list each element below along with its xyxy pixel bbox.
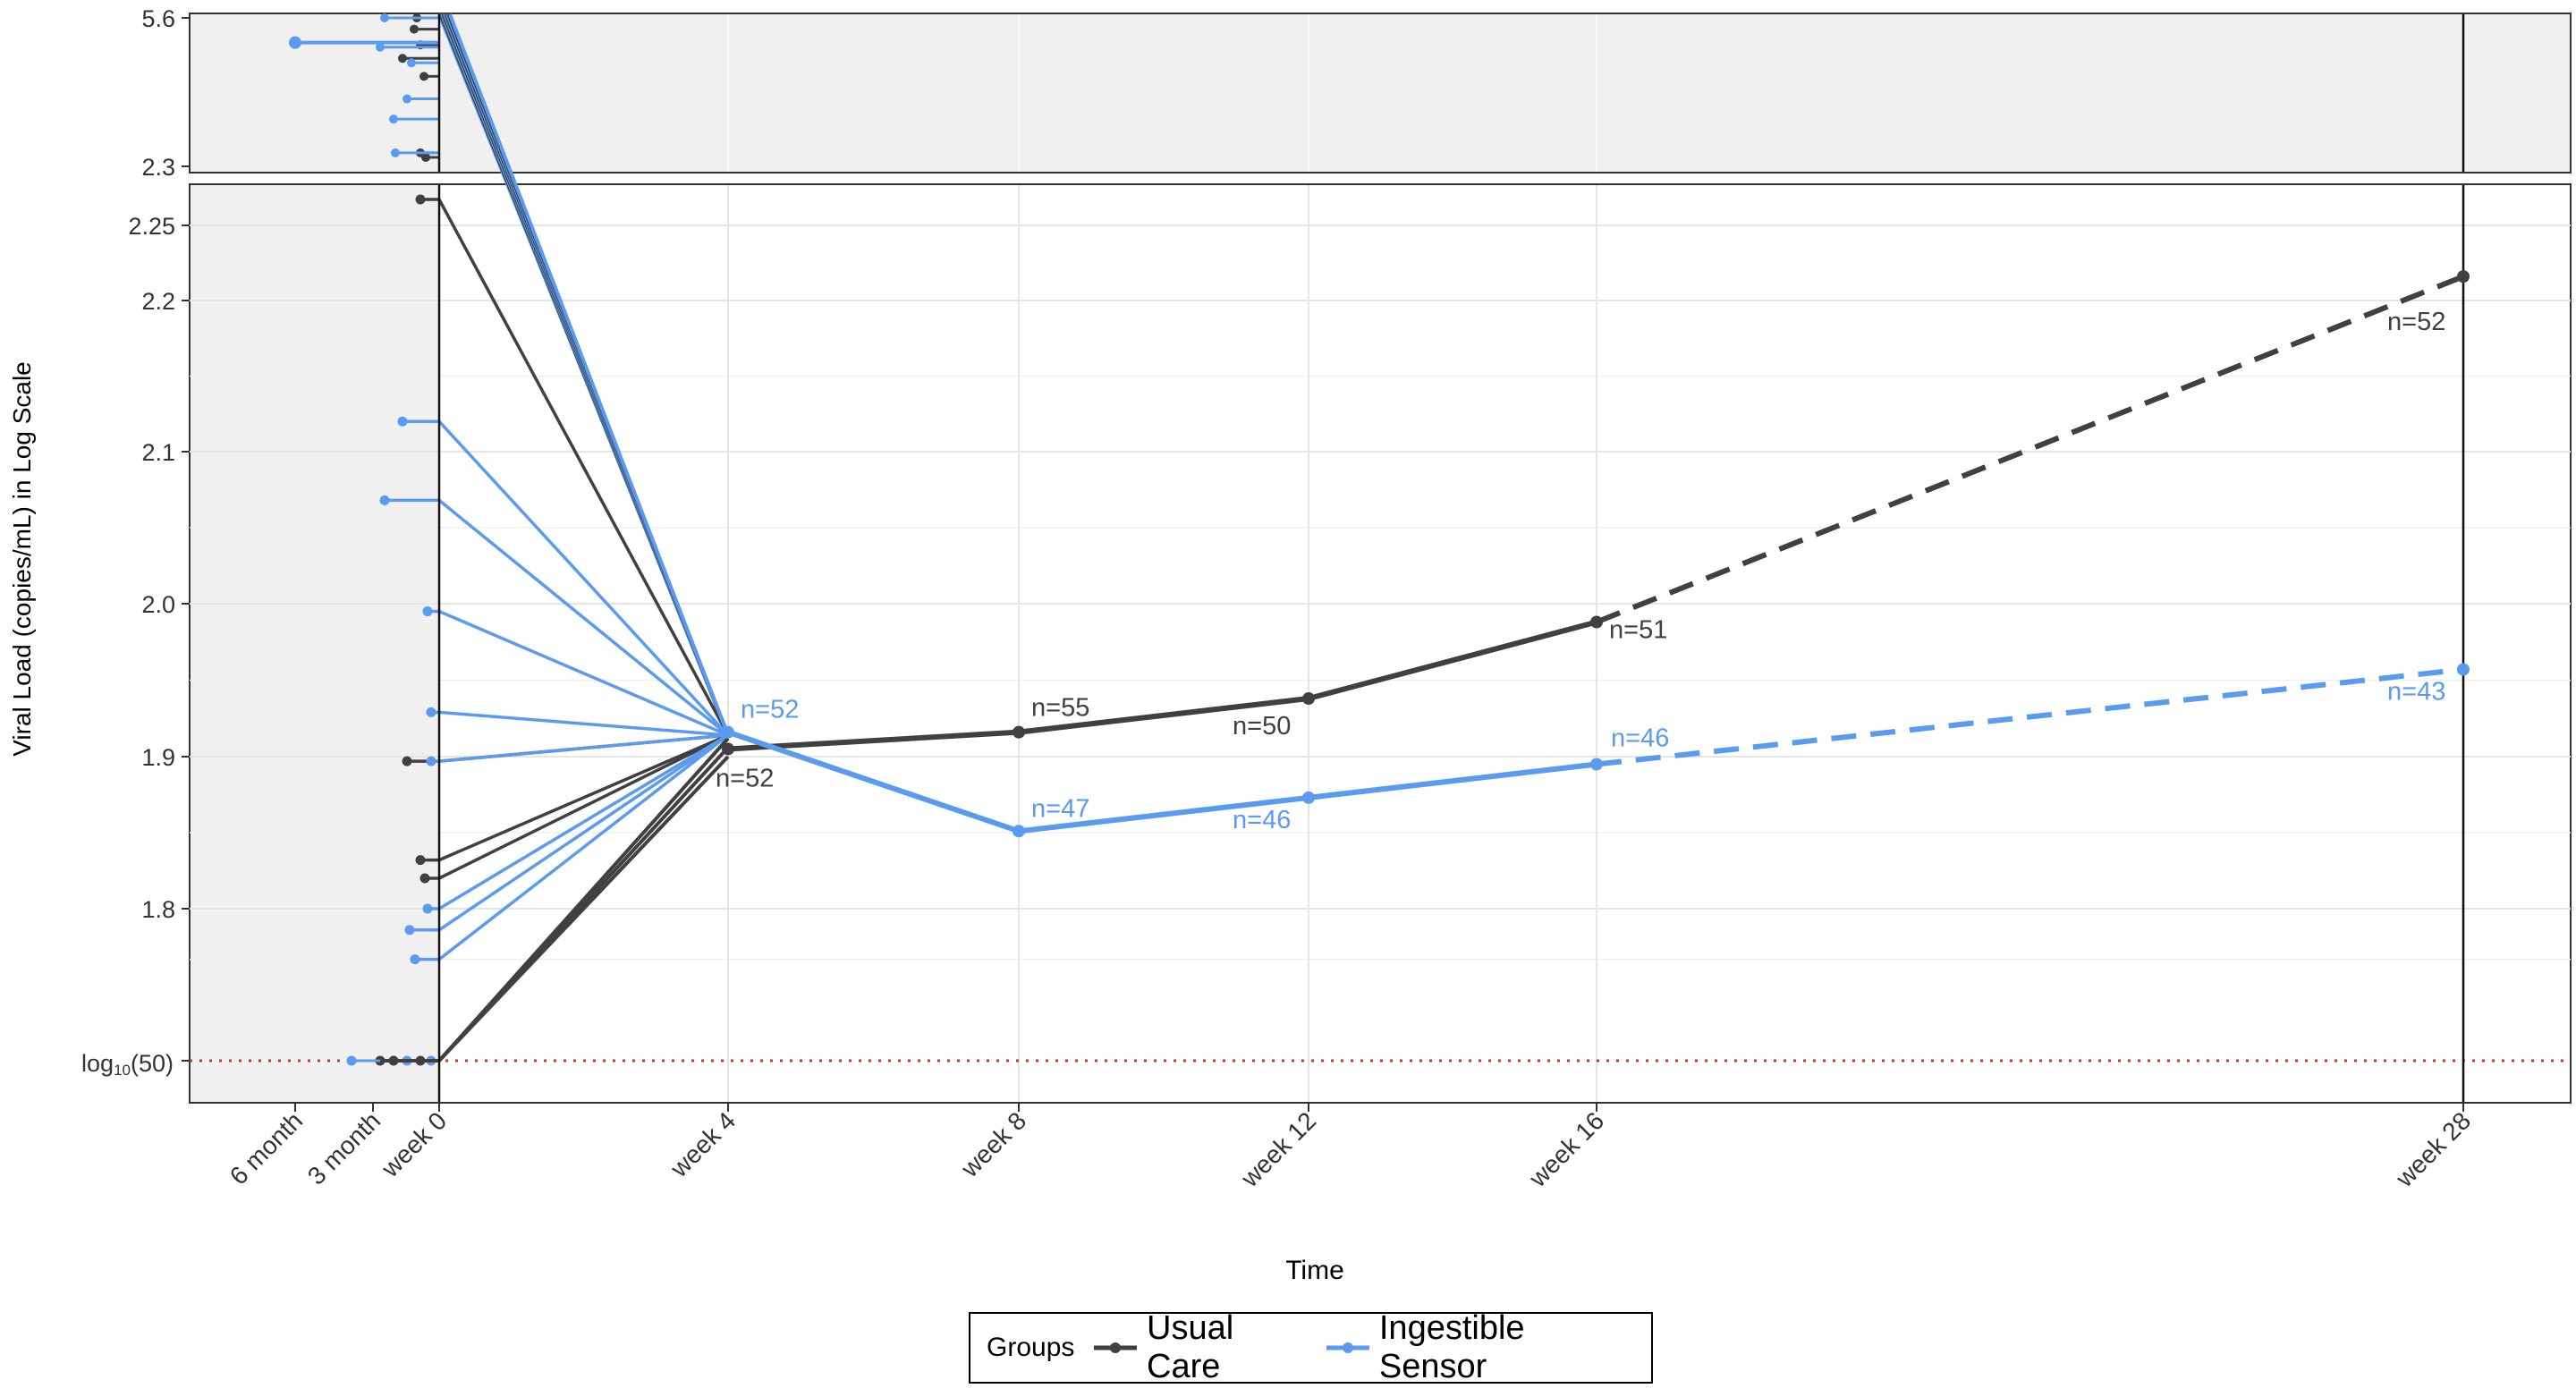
legend: Groups Usual Care Ingestible Sensor (969, 1309, 1653, 1386)
y-tick-label: 2.2 (141, 288, 175, 315)
ingestible-sensor-top-dot (407, 58, 416, 68)
ingestible-sensor-baseline-line (437, 420, 730, 737)
y-tick-label: 1.8 (141, 896, 175, 923)
x-tick-label: week 0 (376, 1106, 452, 1182)
x-axis-title: Time (1285, 1256, 1344, 1285)
ingestible-sensor-top-dot (402, 94, 411, 104)
y-tick-label: 2.1 (141, 439, 175, 466)
ingestible-sensor-baseline-line (438, 733, 729, 910)
y-tick-label: 2.0 (141, 591, 175, 618)
usual-care-n-label: n=55 (1031, 694, 1089, 723)
baseline-shaded-region (191, 185, 439, 1102)
legend-label-usual-care: Usual Care (1147, 1309, 1234, 1385)
usual-care-top-dot (398, 54, 407, 64)
usual-care-n-label: n=51 (1609, 616, 1667, 645)
ingestible-sensor-baseline-dot (397, 416, 408, 427)
usual-care-baseline-line (438, 733, 729, 862)
ingestible-sensor-baseline-dot (426, 707, 436, 717)
x-tick-label: week 4 (665, 1106, 741, 1182)
usual-care-n-label: n=52 (716, 764, 774, 792)
ingestible-sensor-top-dot (376, 42, 385, 52)
ingestible-sensor-baseline-line (437, 499, 730, 737)
ingestible-sensor-baseline-line (437, 733, 730, 961)
ingestible-sensor-n-label: n=52 (741, 696, 799, 724)
usual-care-n-label: n=50 (1233, 712, 1291, 741)
ingestible-sensor-6month-dot (289, 36, 301, 49)
ingestible-sensor-point (1013, 825, 1025, 838)
y-tick-label-top: 2.3 (141, 154, 175, 181)
y-tick-label: 1.9 (141, 744, 175, 771)
series-points (722, 270, 2470, 838)
usual-care-n-label: n=52 (2387, 308, 2445, 336)
y-tick-label: 2.25 (128, 213, 175, 240)
usual-care-point (1590, 615, 1603, 629)
x-tick-label: 6 month (225, 1106, 308, 1190)
x-tick-label: week 12 (1235, 1106, 1321, 1192)
ingestible-sensor-baseline-dot (426, 756, 436, 766)
usual-care-top-dot (421, 152, 430, 162)
ingestible-sensor-baseline-dot (422, 903, 433, 914)
sample-size-labels: n=52 n=55 n=50 n=51 n=52 n=52 n=47 n=46 n=46 n=43 (716, 308, 2445, 834)
usual-care-point (1302, 692, 1315, 706)
ingestible-sensor-baseline-dot (410, 954, 420, 965)
vertical-marker-lines (437, 14, 2465, 1102)
ingestible-sensor-top-dot (380, 13, 389, 22)
ingestible-sensor-point (1302, 791, 1315, 804)
legend-title: Groups (987, 1333, 1075, 1362)
usual-care-top-dot (410, 24, 419, 34)
ingestible-sensor-legend-key-icon (1326, 1342, 1370, 1353)
usual-care-point (722, 742, 734, 756)
legend-item-ingestible-sensor: Ingestible Sensor (1325, 1309, 1635, 1386)
usual-care-baseline-dot (415, 855, 426, 866)
ingestible-sensor-top-dot (391, 148, 400, 157)
ingestible-sensor-baseline-dot (379, 495, 390, 505)
series-lines (727, 274, 2465, 834)
usual-care-legend-key-icon (1094, 1342, 1138, 1353)
usual-care-series-line (727, 619, 1597, 752)
x-tick-label: week 8 (955, 1106, 1031, 1182)
ingestible-sensor-point (722, 725, 734, 739)
ingestible-sensor-n-label: n=46 (1233, 806, 1291, 834)
ingestible-sensor-n-label: n=47 (1031, 794, 1089, 823)
top-to-week4-line (448, 13, 730, 736)
usual-care-baseline-line (438, 733, 729, 880)
ingestible-sensor-point (2457, 663, 2470, 676)
ingestible-sensor-baseline-dot (422, 606, 433, 617)
grid-lines (190, 14, 2571, 1102)
ingestible-sensor-series-line (727, 729, 1597, 834)
legend-label-ingestible-sensor: Ingestible Sensor (1378, 1309, 1525, 1385)
usual-care-baseline-dot (415, 194, 426, 205)
usual-care-point (2457, 270, 2470, 284)
ingestible-sensor-top-dot (389, 114, 398, 124)
usual-care-point (1013, 725, 1025, 739)
y-axis-title: Viral Load (copies/mL) in Log Scale (8, 361, 36, 757)
main-panel-background (189, 183, 2572, 1104)
individual-baseline-lines (289, 13, 730, 1066)
ingestible-sensor-n-label: n=43 (2387, 678, 2445, 707)
x-tick-label: week 28 (2390, 1106, 2476, 1192)
usual-care-top-dot (419, 72, 428, 81)
top-panel-background (189, 13, 2572, 174)
ingestible-sensor-baseline-line (438, 733, 729, 763)
reference-line-label: log10(50) (81, 1050, 174, 1079)
ingestible-sensor-n-label: n=46 (1611, 724, 1669, 753)
ingestible-sensor-baseline-line (438, 710, 729, 737)
usual-care-baseline-dot (402, 756, 412, 766)
usual-care-baseline-dot (419, 873, 430, 884)
ingestible-sensor-series-dashed-line (1596, 666, 2464, 767)
legend-item-usual-care: Usual Care (1092, 1309, 1312, 1386)
usual-care-baseline-line (437, 199, 730, 736)
x-tick-label: week 16 (1523, 1106, 1609, 1192)
ingestible-sensor-baseline-line (438, 733, 729, 932)
y-tick-label-top: 5.6 (141, 5, 175, 32)
ingestible-sensor-baseline-line (438, 609, 729, 737)
ingestible-sensor-baseline-dot (404, 925, 415, 936)
x-tick-label: 3 month (302, 1106, 386, 1190)
ingestible-sensor-point (1590, 758, 1603, 771)
usual-care-baseline-line (437, 737, 730, 1063)
